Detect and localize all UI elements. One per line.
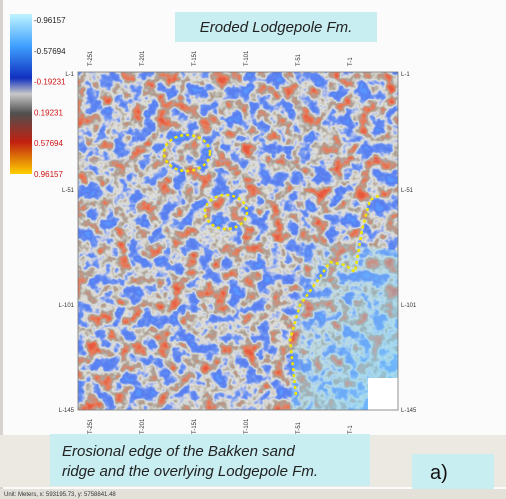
- label-text: Eroded Lodgepole Fm.: [200, 19, 353, 36]
- bottom-tick-label: T-51: [296, 421, 302, 434]
- bottom-tick-label: T-251: [88, 418, 94, 434]
- bottom-tick-label: T-101: [244, 418, 250, 434]
- left-tick-label: L-101: [59, 303, 75, 309]
- bottom-tick-label: T-201: [140, 418, 146, 434]
- status-text: Unit: Meters, x: 593195.73, y: 5758841.4…: [4, 492, 116, 498]
- bottom-tick-label: T-1: [348, 425, 354, 434]
- colorbar-label: 0.19231: [34, 108, 63, 117]
- colorbar-label: -0.57694: [34, 47, 66, 56]
- left-tick-label: L-145: [59, 408, 75, 414]
- left-tick-label: L-1: [65, 72, 74, 78]
- colorbar-label: -0.19231: [34, 78, 66, 87]
- right-tick-label: L-101: [401, 303, 417, 309]
- colorbar-label: 0.57694: [34, 139, 63, 148]
- top-tick-label: T-151: [192, 50, 198, 66]
- right-tick-label: L-1: [401, 72, 410, 78]
- top-tick-label: T-101: [244, 50, 250, 66]
- label-text: Erosional edge of the Bakken sand: [62, 443, 295, 460]
- colorbar-label: 0.96157: [34, 170, 63, 179]
- right-tick-label: L-145: [401, 408, 417, 414]
- top-tick-label: T-51: [296, 53, 302, 66]
- left-tick-label: L-51: [62, 188, 75, 194]
- top-tick-label: T-201: [140, 50, 146, 66]
- panel-label: a): [430, 462, 448, 484]
- right-tick-label: L-51: [401, 188, 414, 194]
- screenshot: -0.96157 -0.57694 -0.19231 0.19231 0.57694 0.…: [0, 0, 506, 499]
- window-edge: [0, 0, 3, 499]
- map-blank: [368, 378, 398, 410]
- colorbar: [10, 14, 32, 174]
- bottom-tick-label: T-151: [192, 418, 198, 434]
- top-tick-label: T-251: [88, 50, 94, 66]
- colorbar-label: -0.96157: [34, 16, 66, 25]
- seismic-map: [78, 72, 398, 410]
- label-text: ridge and the overlying Lodgepole Fm.: [62, 463, 318, 480]
- panel-box: [412, 454, 494, 490]
- top-tick-label: T-1: [348, 57, 354, 66]
